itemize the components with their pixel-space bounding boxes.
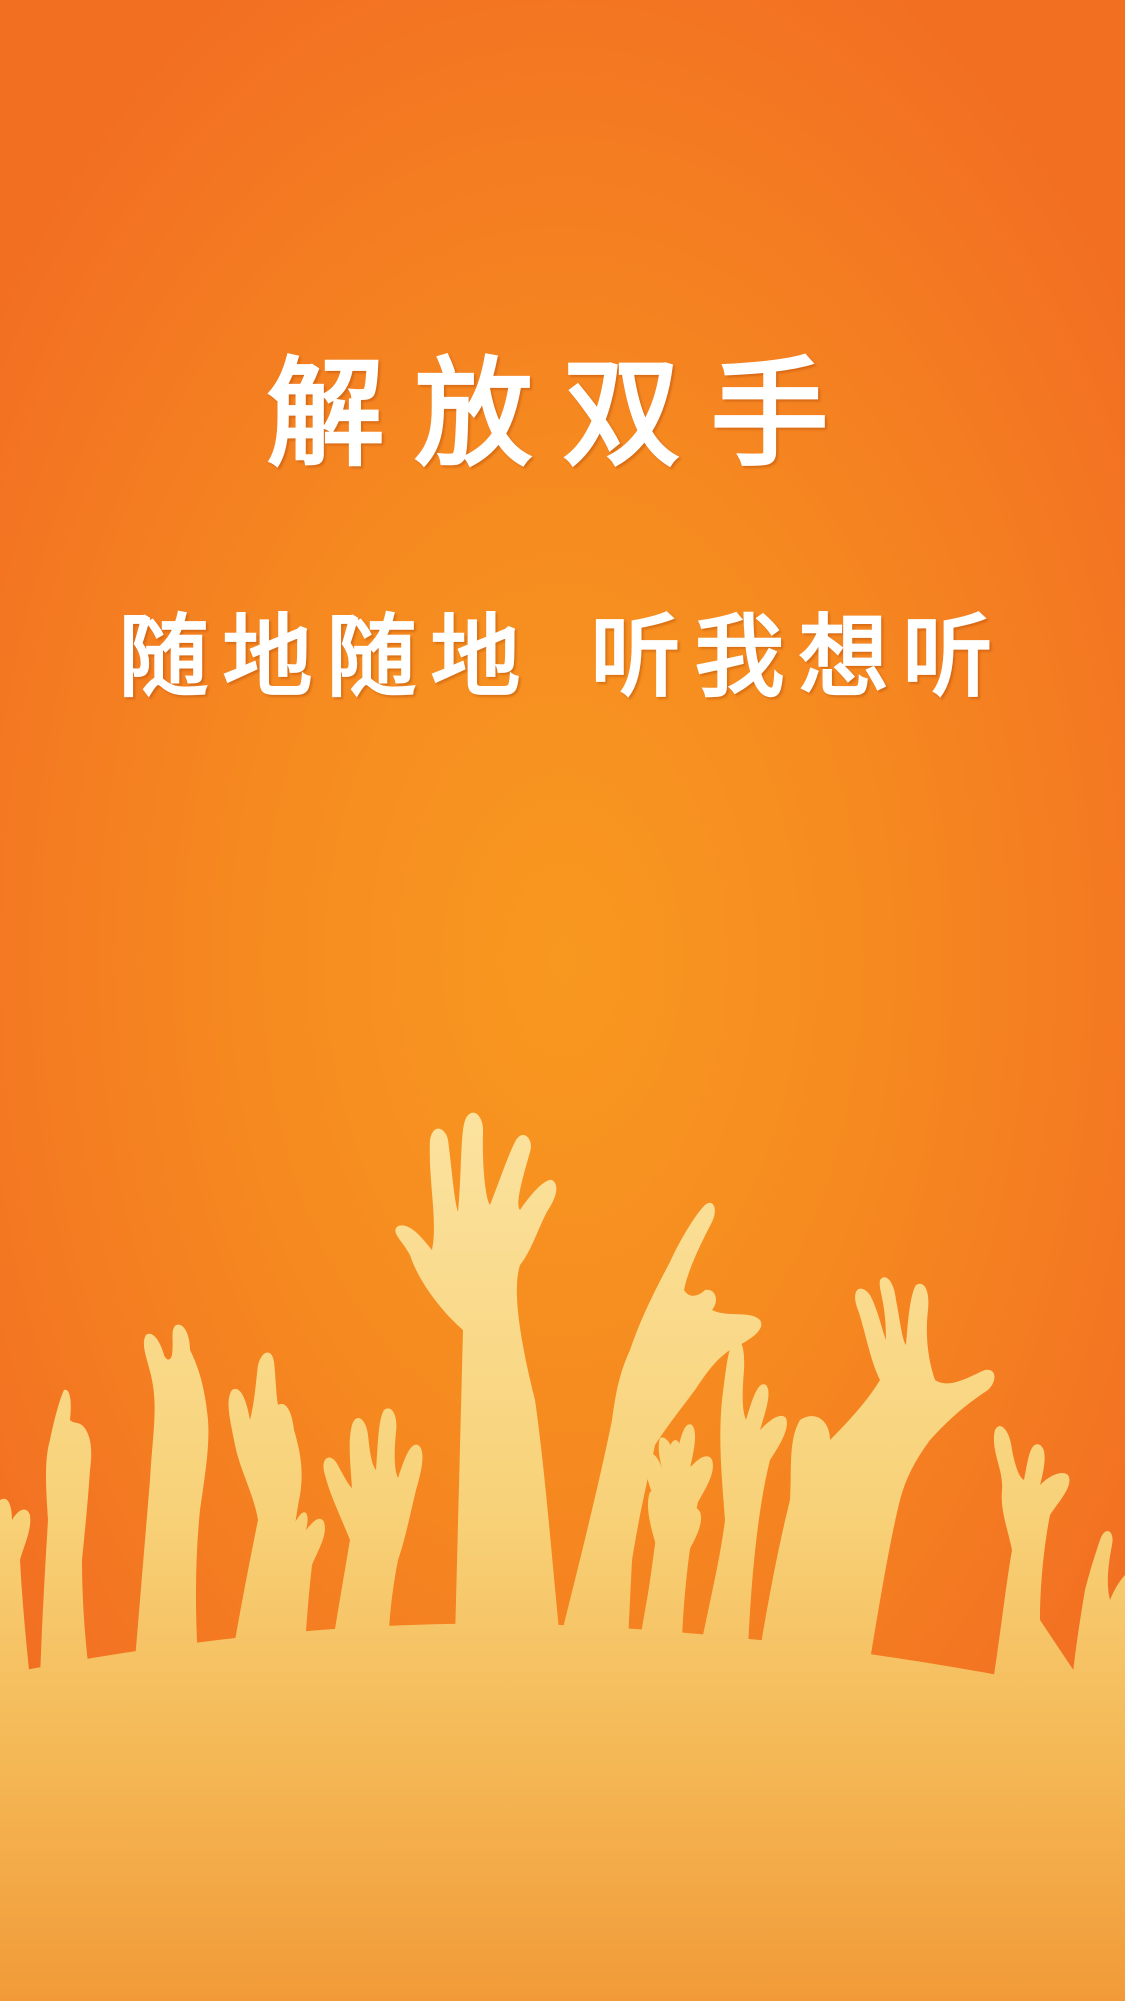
tagline-part-1: 随地随地 bbox=[118, 604, 535, 710]
tagline-text: 随地随地 听我想听 bbox=[0, 612, 1125, 702]
headline-text: 解放双手 bbox=[266, 344, 859, 483]
tagline-part-2: 听我想听 bbox=[590, 604, 1007, 710]
raised-hands-illustration bbox=[0, 1112, 1125, 2001]
